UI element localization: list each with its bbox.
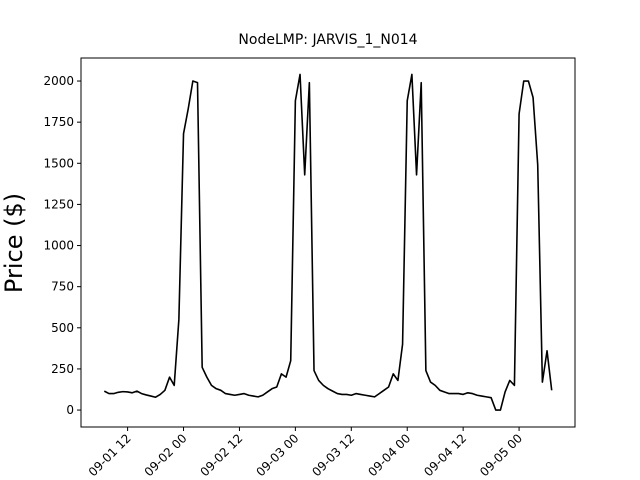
x-tick-label: 09-01 12	[86, 431, 134, 479]
plot-frame	[80, 57, 576, 428]
x-tick-label: 09-05 00	[477, 431, 525, 479]
y-tick-label: 250	[51, 362, 74, 376]
y-tick-label: 1750	[43, 115, 74, 129]
y-tick-label: 0	[66, 403, 74, 417]
y-tick-label: 1250	[43, 197, 74, 211]
x-tick-label: 09-04 00	[365, 431, 413, 479]
y-tick-label: 750	[51, 280, 74, 294]
y-axis-label: Price ($)	[0, 193, 28, 293]
y-tick-label: 1500	[43, 156, 74, 170]
chart-title: NodeLMP: JARVIS_1_N014	[238, 32, 417, 48]
x-tick-label: 09-02 12	[198, 431, 246, 479]
x-tick-label: 09-03 00	[253, 431, 301, 479]
x-tick-label: 09-03 12	[309, 431, 357, 479]
x-tick-label: 09-02 00	[142, 431, 190, 479]
y-tick-label: 500	[51, 321, 74, 335]
y-tick-label: 1000	[43, 239, 74, 253]
x-tick-label: 09-04 12	[421, 431, 469, 479]
price-line	[103, 73, 553, 411]
y-tick-label: 2000	[43, 74, 74, 88]
